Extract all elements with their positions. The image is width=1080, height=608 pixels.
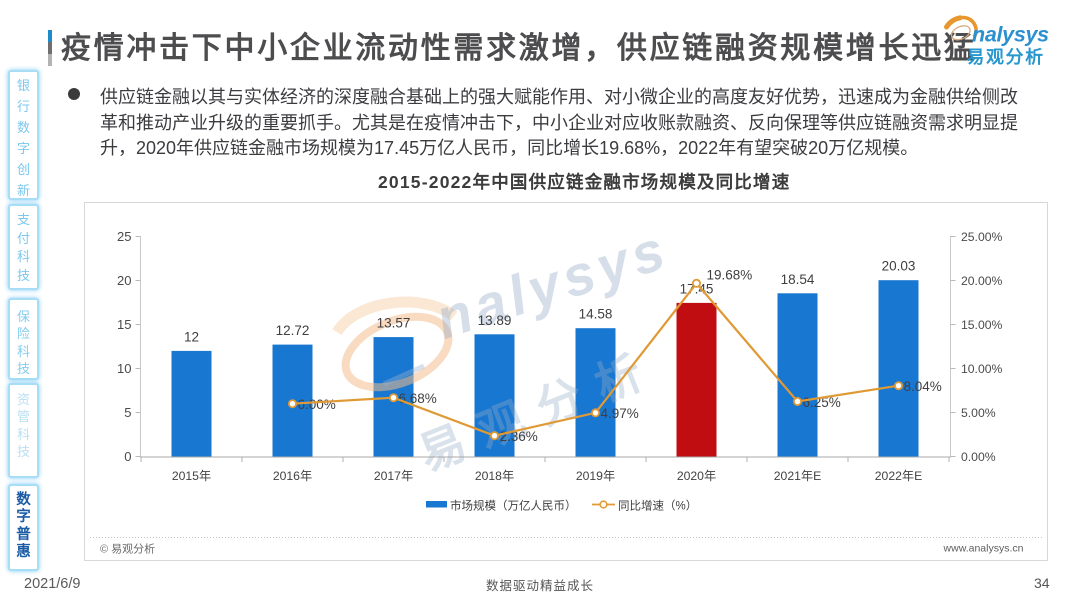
svg-text:www.analysys.cn: www.analysys.cn	[943, 543, 1024, 555]
svg-text:19.68%: 19.68%	[707, 267, 753, 282]
svg-text:2015年: 2015年	[172, 469, 211, 483]
svg-text:0: 0	[124, 449, 131, 464]
svg-text:15: 15	[117, 317, 131, 332]
svg-text:10: 10	[117, 361, 131, 376]
svg-text:2019年: 2019年	[576, 469, 615, 483]
svg-text:6.68%: 6.68%	[399, 391, 437, 406]
svg-text:8.04%: 8.04%	[904, 379, 942, 394]
svg-text:13.57: 13.57	[377, 316, 411, 331]
svg-text:20.00%: 20.00%	[961, 274, 1002, 288]
svg-text:10.00%: 10.00%	[961, 362, 1002, 376]
svg-text:5: 5	[124, 405, 131, 420]
svg-text:易观分析: 易观分析	[967, 46, 1045, 67]
svg-text:20: 20	[117, 273, 131, 288]
svg-text:12: 12	[184, 329, 199, 344]
svg-text:同比增速（%）: 同比增速（%）	[618, 499, 697, 513]
svg-text:15.00%: 15.00%	[961, 318, 1002, 332]
svg-text:2022年E: 2022年E	[875, 469, 922, 483]
svg-text:2021年E: 2021年E	[774, 469, 821, 483]
svg-text:市场规模（万亿人民币）: 市场规模（万亿人民币）	[450, 499, 577, 513]
svg-text:6.00%: 6.00%	[298, 397, 336, 412]
svg-text:25.00%: 25.00%	[961, 230, 1002, 244]
svg-text:2017年: 2017年	[374, 469, 413, 483]
svg-text:18.54: 18.54	[781, 272, 815, 287]
svg-text:0.00%: 0.00%	[961, 450, 996, 464]
svg-text:14.58: 14.58	[579, 307, 613, 322]
svg-text:2018年: 2018年	[475, 469, 514, 483]
svg-text:nalysys: nalysys	[428, 217, 676, 351]
svg-text:20.03: 20.03	[882, 259, 916, 274]
svg-text:4.97%: 4.97%	[601, 406, 639, 421]
svg-text:© 易观分析: © 易观分析	[100, 542, 155, 556]
svg-text:2016年: 2016年	[273, 469, 312, 483]
svg-text:13.89: 13.89	[478, 313, 512, 328]
svg-text:nalysys: nalysys	[972, 23, 1049, 47]
svg-text:5.00%: 5.00%	[961, 406, 996, 420]
svg-text:25: 25	[117, 229, 131, 244]
svg-text:2020年: 2020年	[677, 469, 716, 483]
svg-text:12.72: 12.72	[276, 323, 310, 338]
